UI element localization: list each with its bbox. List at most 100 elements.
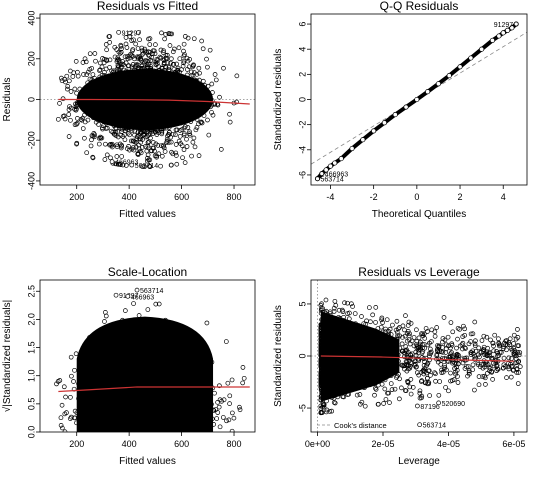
x-tick-label: 2e-05	[371, 439, 394, 449]
x-tick-label: -2	[370, 192, 378, 202]
data-point	[212, 72, 218, 77]
x-tick-label: 200	[69, 192, 84, 202]
data-point	[227, 401, 232, 406]
data-point	[399, 362, 405, 368]
data-point	[397, 396, 402, 402]
data-point	[73, 351, 79, 357]
data-point	[454, 351, 460, 357]
data-point	[93, 58, 98, 64]
data-point	[427, 393, 432, 398]
data-point	[442, 365, 448, 370]
y-axis-label: Residuals	[2, 78, 13, 122]
data-point	[468, 55, 474, 61]
data-point	[501, 355, 507, 361]
data-point	[439, 367, 444, 373]
point-annotation: 87196	[420, 404, 440, 411]
data-point	[133, 62, 139, 68]
data-point	[496, 336, 501, 342]
data-point	[231, 415, 237, 421]
dense-core	[76, 316, 214, 432]
data-point	[161, 60, 167, 65]
data-point	[181, 48, 186, 54]
data-point	[150, 140, 156, 145]
data-point	[126, 144, 131, 149]
data-point	[107, 40, 113, 45]
data-point	[65, 86, 70, 92]
data-point	[170, 49, 176, 55]
data-point	[480, 374, 486, 379]
plot-frame	[310, 279, 528, 433]
data-point	[408, 352, 413, 357]
data-point	[407, 365, 413, 371]
data-point	[132, 139, 138, 145]
data-point	[167, 43, 173, 48]
data-point	[345, 300, 350, 306]
data-point	[209, 81, 215, 87]
data-point	[420, 349, 426, 354]
data-point	[465, 364, 471, 369]
data-point	[404, 338, 410, 344]
annotated-point	[125, 293, 131, 299]
x-tick-label: 4	[501, 192, 506, 202]
data-point	[210, 112, 216, 118]
data-point	[158, 47, 164, 53]
data-point	[380, 320, 385, 325]
data-point	[181, 41, 187, 47]
data-point	[481, 333, 487, 339]
data-point	[450, 329, 456, 335]
data-point	[142, 48, 148, 54]
data-point	[161, 48, 166, 54]
data-point	[319, 301, 324, 307]
data-point	[387, 400, 392, 405]
data-point	[184, 55, 190, 61]
data-point	[318, 306, 324, 312]
annotated-point	[113, 292, 119, 298]
data-point	[491, 343, 496, 349]
data-point	[127, 55, 133, 61]
data-point	[162, 36, 167, 42]
data-point	[59, 402, 65, 408]
data-point	[153, 301, 159, 307]
data-point	[146, 61, 151, 67]
x-tick-label: 400	[122, 439, 137, 449]
data-point	[187, 129, 192, 135]
data-point	[71, 379, 76, 384]
data-point	[237, 407, 243, 413]
data-point	[193, 127, 199, 133]
data-point	[480, 347, 486, 352]
data-point	[75, 116, 80, 121]
data-point	[327, 163, 333, 169]
y-tick-label: -2	[297, 121, 307, 129]
data-point	[135, 152, 141, 157]
data-point	[423, 326, 429, 331]
data-point	[114, 142, 120, 148]
data-point	[190, 139, 196, 145]
data-point	[338, 156, 344, 162]
data-point	[340, 309, 346, 315]
data-point	[489, 369, 495, 375]
data-point	[99, 125, 105, 131]
data-point	[92, 51, 98, 56]
data-point	[506, 364, 511, 370]
x-tick-label: 4e-05	[437, 439, 460, 449]
x-tick-label: 400	[122, 192, 137, 202]
data-point	[504, 375, 509, 380]
data-point	[88, 143, 94, 149]
data-point	[402, 327, 407, 333]
data-point	[68, 68, 73, 74]
data-point	[120, 162, 126, 168]
data-point	[199, 38, 205, 44]
data-point	[153, 61, 159, 67]
data-point	[192, 144, 198, 150]
data-point	[99, 64, 105, 70]
y-tick-label: 2.5	[26, 285, 36, 298]
data-point	[472, 341, 478, 347]
data-point	[189, 153, 194, 159]
y-tick-label: 0.0	[26, 426, 36, 439]
data-point	[170, 131, 176, 137]
data-point	[459, 356, 465, 362]
data-point	[135, 54, 140, 60]
data-point	[425, 381, 430, 387]
data-point	[176, 45, 182, 51]
data-point	[165, 133, 170, 139]
